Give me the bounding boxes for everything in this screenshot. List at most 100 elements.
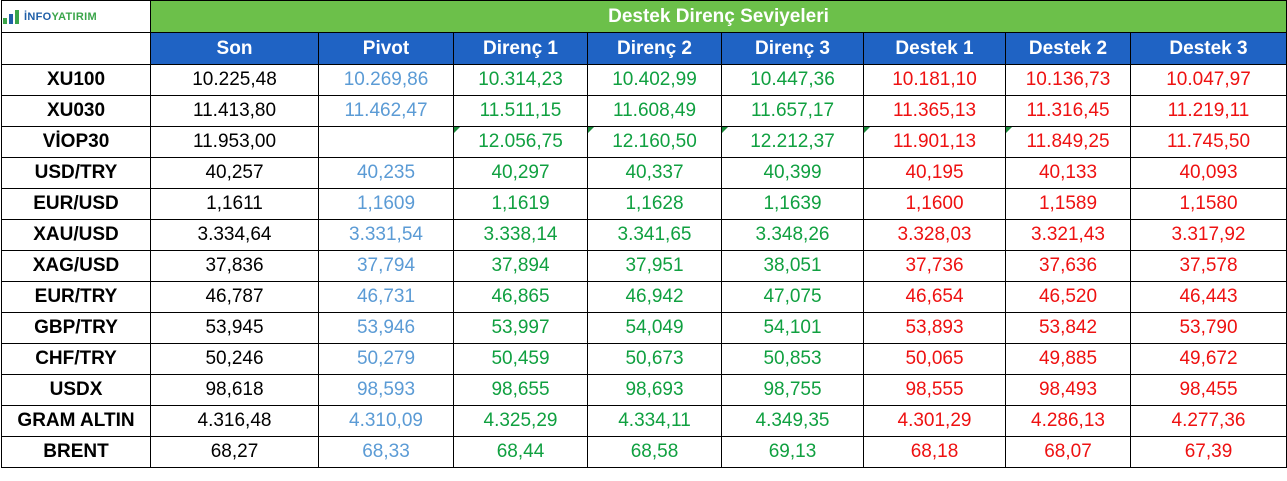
column-header: Son bbox=[150, 32, 319, 65]
table-cell: 46,654 bbox=[863, 281, 1006, 313]
table-cell: 4.310,09 bbox=[318, 405, 454, 437]
table-cell: 11.462,47 bbox=[318, 95, 454, 127]
table-cell: 47,075 bbox=[721, 281, 864, 313]
row-label: VİOP30 bbox=[1, 126, 151, 158]
table-cell: 37,636 bbox=[1005, 250, 1131, 282]
table-cell: 11.608,49 bbox=[587, 95, 722, 127]
table-cell: 40,297 bbox=[453, 157, 588, 189]
table-cell: 3.328,03 bbox=[863, 219, 1006, 251]
table-cell: 3.338,14 bbox=[453, 219, 588, 251]
column-header: Destek 1 bbox=[863, 32, 1006, 65]
row-label: GRAM ALTIN bbox=[1, 405, 151, 437]
table-cell: 1,1589 bbox=[1005, 188, 1131, 220]
row-label: XU030 bbox=[1, 95, 151, 127]
table-cell: 3.348,26 bbox=[721, 219, 864, 251]
table-cell: 98,755 bbox=[721, 374, 864, 406]
table-cell: 1,1611 bbox=[150, 188, 319, 220]
table-cell: 68,07 bbox=[1005, 436, 1131, 468]
table-cell: 11.511,15 bbox=[453, 95, 588, 127]
table-cell: 4.277,36 bbox=[1130, 405, 1287, 437]
row-label: GBP/TRY bbox=[1, 312, 151, 344]
table-cell: 68,18 bbox=[863, 436, 1006, 468]
column-header: Pivot bbox=[318, 32, 454, 65]
column-header-row: Son Pivot Direnç 1 Direnç 2 Direnç 3 Destek 1… bbox=[1, 32, 1287, 65]
column-header: Direnç 1 bbox=[453, 32, 588, 65]
table-cell: 3.331,54 bbox=[318, 219, 454, 251]
table-cell: 98,693 bbox=[587, 374, 722, 406]
table-cell: 54,101 bbox=[721, 312, 864, 344]
logo-text-info: İNFO bbox=[24, 10, 52, 23]
title-row: İNFOYATIRIM Destek Direnç Seviyeleri bbox=[1, 0, 1287, 33]
table-cell: 53,946 bbox=[318, 312, 454, 344]
table-cell: 37,951 bbox=[587, 250, 722, 282]
table-cell: 68,44 bbox=[453, 436, 588, 468]
table-cell: 11.316,45 bbox=[1005, 95, 1131, 127]
table-cell: 11.219,11 bbox=[1130, 95, 1287, 127]
row-label: EUR/USD bbox=[1, 188, 151, 220]
table-cell: 10.314,23 bbox=[453, 64, 588, 96]
column-header: Direnç 2 bbox=[587, 32, 722, 65]
table-cell: 46,942 bbox=[587, 281, 722, 313]
table-cell: 98,493 bbox=[1005, 374, 1131, 406]
table-cell: 46,865 bbox=[453, 281, 588, 313]
table-cell: 40,093 bbox=[1130, 157, 1287, 189]
table-cell: 1,1628 bbox=[587, 188, 722, 220]
table-cell: 68,33 bbox=[318, 436, 454, 468]
table-cell: 11.901,13 bbox=[863, 126, 1006, 158]
table-cell: 69,13 bbox=[721, 436, 864, 468]
table-cell: 40,257 bbox=[150, 157, 319, 189]
table-cell: 38,051 bbox=[721, 250, 864, 282]
table-cell: 11.657,17 bbox=[721, 95, 864, 127]
table-cell: 40,399 bbox=[721, 157, 864, 189]
table-cell: 1,1600 bbox=[863, 188, 1006, 220]
table-cell: 11.745,50 bbox=[1130, 126, 1287, 158]
table-cell: 49,885 bbox=[1005, 343, 1131, 375]
table-cell: 1,1619 bbox=[453, 188, 588, 220]
table-cell bbox=[318, 126, 454, 158]
table-cell: 98,618 bbox=[150, 374, 319, 406]
table-cell: 50,459 bbox=[453, 343, 588, 375]
table-cell: 68,58 bbox=[587, 436, 722, 468]
table-cell: 53,790 bbox=[1130, 312, 1287, 344]
row-label: BRENT bbox=[1, 436, 151, 468]
table-cell: 54,049 bbox=[587, 312, 722, 344]
table-cell: 46,731 bbox=[318, 281, 454, 313]
table-cell: 40,195 bbox=[863, 157, 1006, 189]
table-cell: 67,39 bbox=[1130, 436, 1287, 468]
table-row: GRAM ALTIN 4.316,48 4.310,09 4.325,29 4.334,… bbox=[1, 405, 1287, 437]
table-cell: 4.349,35 bbox=[721, 405, 864, 437]
logo-text-yatirim: YATIRIM bbox=[51, 10, 97, 23]
table-cell: 12.160,50 bbox=[587, 126, 722, 158]
table-cell: 10.402,99 bbox=[587, 64, 722, 96]
table-cell: 10.447,36 bbox=[721, 64, 864, 96]
table-cell: 53,893 bbox=[863, 312, 1006, 344]
table-cell: 50,853 bbox=[721, 343, 864, 375]
table-cell: 46,443 bbox=[1130, 281, 1287, 313]
table-cell: 12.212,37 bbox=[721, 126, 864, 158]
column-header: Destek 2 bbox=[1005, 32, 1131, 65]
table-cell: 4.316,48 bbox=[150, 405, 319, 437]
table-cell: 1,1609 bbox=[318, 188, 454, 220]
table-cell: 3.334,64 bbox=[150, 219, 319, 251]
table-cell: 1,1580 bbox=[1130, 188, 1287, 220]
table-cell: 11.365,13 bbox=[863, 95, 1006, 127]
table-cell: 11.849,25 bbox=[1005, 126, 1131, 158]
row-label: CHF/TRY bbox=[1, 343, 151, 375]
table-row: XU100 10.225,48 10.269,86 10.314,23 10.402,9… bbox=[1, 64, 1287, 96]
table-row: XAU/USD 3.334,64 3.331,54 3.338,14 3.341,65 3… bbox=[1, 219, 1287, 251]
table-cell: 10.269,86 bbox=[318, 64, 454, 96]
table-cell: 37,836 bbox=[150, 250, 319, 282]
table-cell: 98,593 bbox=[318, 374, 454, 406]
logo-cell: İNFOYATIRIM bbox=[1, 0, 151, 33]
table-row: USD/TRY 40,257 40,235 40,297 40,337 40,399 40,… bbox=[1, 157, 1287, 189]
infoyatirim-logo: İNFOYATIRIM bbox=[3, 9, 150, 25]
table-cell: 37,894 bbox=[453, 250, 588, 282]
table-cell: 68,27 bbox=[150, 436, 319, 468]
row-label: XAG/USD bbox=[1, 250, 151, 282]
table-cell: 11.413,80 bbox=[150, 95, 319, 127]
table-cell: 10.181,10 bbox=[863, 64, 1006, 96]
table-cell: 50,246 bbox=[150, 343, 319, 375]
table-title: Destek Direnç Seviyeleri bbox=[150, 0, 1287, 33]
table-row: CHF/TRY 50,246 50,279 50,459 50,673 50,853 50,… bbox=[1, 343, 1287, 375]
table-cell: 40,133 bbox=[1005, 157, 1131, 189]
